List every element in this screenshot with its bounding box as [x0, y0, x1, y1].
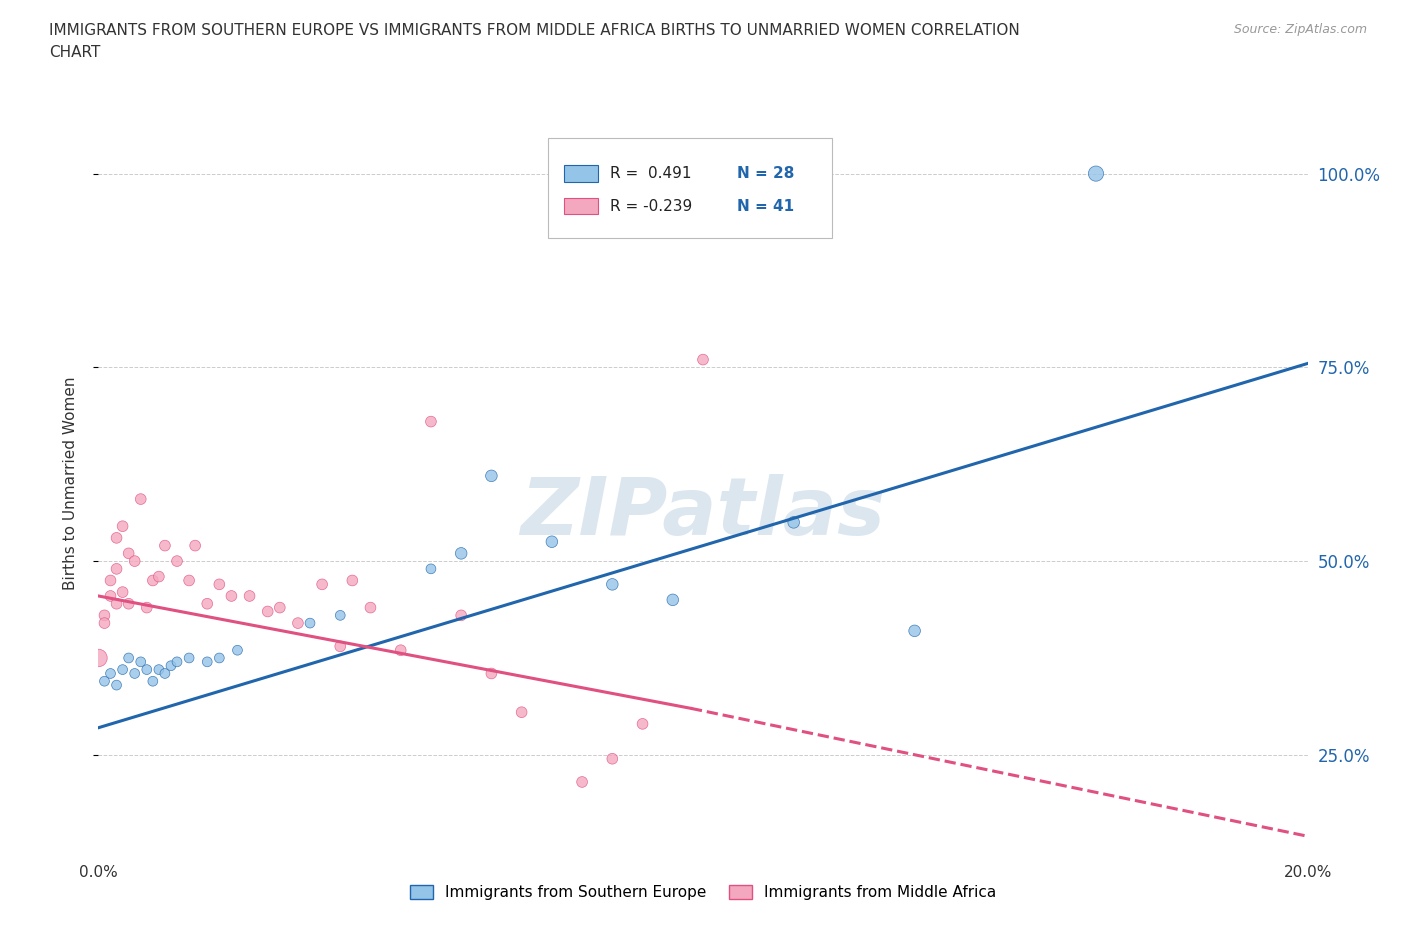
- Point: [389, 643, 412, 658]
- FancyBboxPatch shape: [564, 198, 598, 214]
- Point: [299, 616, 322, 631]
- Point: [450, 608, 472, 623]
- FancyBboxPatch shape: [564, 166, 598, 181]
- Point: [153, 666, 176, 681]
- Text: N = 41: N = 41: [737, 199, 794, 214]
- Point: [105, 562, 128, 577]
- Point: [256, 604, 278, 619]
- Point: [160, 658, 183, 673]
- Point: [153, 538, 176, 553]
- Point: [904, 623, 927, 638]
- Point: [111, 585, 134, 600]
- Point: [783, 515, 806, 530]
- Point: [166, 655, 188, 670]
- Point: [105, 596, 128, 611]
- Point: [87, 651, 110, 666]
- Point: [450, 546, 472, 561]
- Point: [329, 608, 352, 623]
- Point: [179, 573, 201, 588]
- Point: [148, 569, 170, 584]
- Point: [100, 666, 122, 681]
- Legend: Immigrants from Southern Europe, Immigrants from Middle Africa: Immigrants from Southern Europe, Immigra…: [409, 885, 997, 900]
- Text: IMMIGRANTS FROM SOUTHERN EUROPE VS IMMIGRANTS FROM MIDDLE AFRICA BIRTHS TO UNMAR: IMMIGRANTS FROM SOUTHERN EUROPE VS IMMIG…: [49, 23, 1019, 60]
- Point: [481, 666, 503, 681]
- Point: [93, 674, 115, 689]
- Point: [661, 592, 683, 607]
- Text: R =  0.491: R = 0.491: [610, 166, 692, 180]
- Point: [510, 705, 533, 720]
- Point: [420, 562, 443, 577]
- Point: [93, 608, 115, 623]
- Point: [135, 662, 157, 677]
- Point: [360, 600, 382, 615]
- Point: [118, 651, 141, 666]
- Point: [195, 596, 218, 611]
- Point: [166, 553, 188, 568]
- Point: [129, 492, 152, 507]
- Point: [135, 600, 157, 615]
- Text: N = 28: N = 28: [737, 166, 794, 180]
- Point: [311, 577, 333, 591]
- Point: [148, 662, 170, 677]
- Point: [287, 616, 309, 631]
- Point: [631, 716, 654, 731]
- Point: [105, 530, 128, 545]
- Point: [602, 577, 624, 591]
- Text: ZIPatlas: ZIPatlas: [520, 474, 886, 552]
- Point: [208, 577, 231, 591]
- Point: [124, 666, 146, 681]
- Point: [269, 600, 291, 615]
- Point: [420, 414, 443, 429]
- Point: [184, 538, 207, 553]
- Point: [105, 678, 128, 693]
- Point: [111, 519, 134, 534]
- Y-axis label: Births to Unmarried Women: Births to Unmarried Women: [63, 377, 77, 591]
- Point: [124, 553, 146, 568]
- Point: [100, 573, 122, 588]
- Point: [142, 674, 165, 689]
- Point: [208, 651, 231, 666]
- Point: [602, 751, 624, 766]
- Point: [1085, 166, 1108, 181]
- Text: R = -0.239: R = -0.239: [610, 199, 692, 214]
- Point: [93, 616, 115, 631]
- Point: [129, 655, 152, 670]
- Point: [118, 546, 141, 561]
- Point: [179, 651, 201, 666]
- Point: [692, 352, 714, 367]
- Point: [329, 639, 352, 654]
- Point: [481, 469, 503, 484]
- Point: [226, 643, 249, 658]
- Point: [118, 596, 141, 611]
- Point: [111, 662, 134, 677]
- Point: [342, 573, 364, 588]
- Text: Source: ZipAtlas.com: Source: ZipAtlas.com: [1233, 23, 1367, 36]
- Point: [571, 775, 593, 790]
- Point: [195, 655, 218, 670]
- Point: [142, 573, 165, 588]
- Point: [540, 535, 562, 550]
- Point: [239, 589, 262, 604]
- Point: [221, 589, 243, 604]
- Point: [100, 589, 122, 604]
- FancyBboxPatch shape: [548, 138, 832, 238]
